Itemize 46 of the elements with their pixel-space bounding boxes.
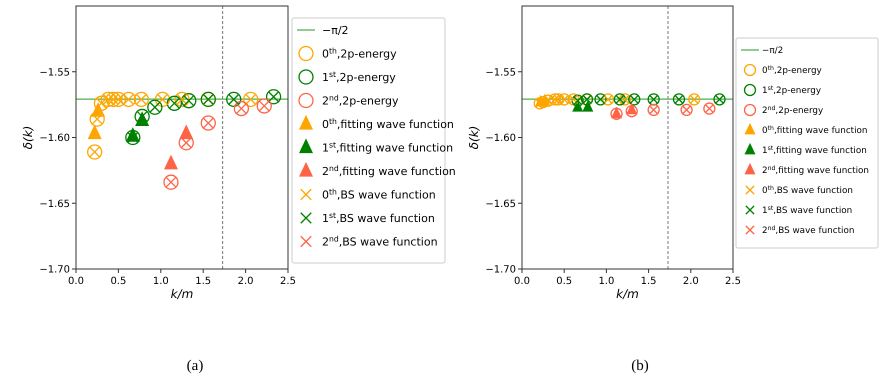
legend-label: 1$^{st}$,2p-energy	[762, 84, 822, 96]
x-tick-label: 0.0	[514, 276, 530, 287]
legend-label: 1$^{st}$,2p-energy	[322, 69, 396, 84]
legend-label: 2$^{nd}$,BS wave function	[322, 234, 438, 248]
x-tick-label: 1.0	[598, 276, 614, 287]
legend-label: 1$^{st}$,BS wave function	[762, 204, 852, 216]
x-tick-label: 2.0	[238, 276, 254, 287]
x-tick-label: 1.5	[640, 276, 657, 287]
x-tick-label: 2.0	[682, 276, 699, 287]
legend-label: 2$^{nd}$,fitting wave function	[762, 164, 869, 176]
y-tick-label: −1.55	[485, 67, 516, 78]
y-tick-label: −1.55	[39, 67, 70, 78]
legend-label: 0$^{th}$,2p-energy	[762, 64, 822, 76]
x-axis-title: k/m	[170, 287, 194, 301]
y-tick-label: −1.65	[39, 198, 70, 210]
y-tick-label: −1.70	[485, 264, 516, 276]
x-tick-label: 0.5	[110, 276, 126, 287]
x-tick-label: 2.5	[725, 276, 741, 287]
y-tick-label: −1.60	[39, 133, 70, 144]
legend-label: 0$^{th}$,BS wave function	[322, 186, 436, 202]
legend-label: −π/2	[322, 24, 349, 37]
y-tick-label: −1.60	[485, 133, 516, 144]
legend-label: 0$^{th}$,2p-energy	[322, 46, 398, 60]
legend-label: 2$^{nd}$,2p-energy	[762, 104, 824, 116]
x-tick-label: 0.5	[556, 276, 572, 287]
legend-label: 1$^{st}$,fitting wave function	[762, 144, 867, 156]
y-tick-label: −1.65	[485, 198, 516, 210]
legend-label: 0$^{th}$,fitting wave function	[762, 124, 868, 136]
text: (b)	[631, 358, 649, 374]
legend-label: −π/2	[762, 46, 784, 56]
legend-label: 2$^{nd}$,BS wave function	[762, 224, 854, 236]
legend-label: 0$^{th}$,BS wave function	[762, 184, 853, 196]
legend-label: 0$^{th}$,fitting wave function	[322, 116, 454, 131]
legend-label: 1$^{st}$,BS wave function	[322, 210, 435, 225]
legend-label: 2$^{nd}$,fitting wave function	[322, 163, 456, 178]
legend-label: 1$^{st}$,fitting wave function	[322, 140, 454, 154]
x-tick-label: 1.5	[195, 276, 212, 287]
legend-label: 2$^{nd}$,2p-energy	[322, 92, 400, 108]
y-axis-title: δ(k)	[21, 126, 35, 150]
text: (a)	[186, 358, 204, 374]
y-axis-title: δ(k)	[467, 126, 481, 150]
x-tick-label: 2.5	[280, 276, 296, 287]
x-tick-label: 0.0	[68, 276, 84, 287]
x-tick-label: 1.0	[152, 276, 169, 287]
y-tick-label: −1.70	[39, 264, 70, 276]
x-axis-title: k/m	[616, 287, 639, 301]
